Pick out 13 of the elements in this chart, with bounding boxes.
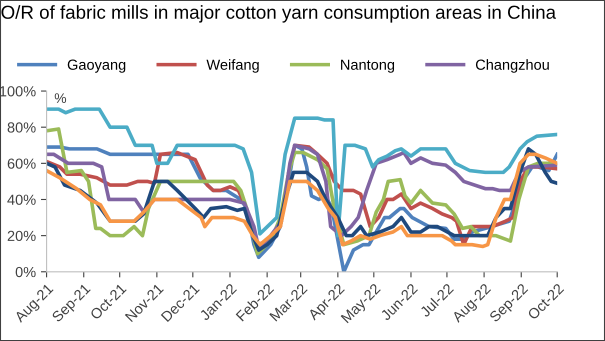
chart-title: O/R of fabric mills in major cotton yarn consumption areas in China [1, 5, 556, 23]
y-tick-label: 0% [16, 266, 36, 278]
y-tick-label: 60% [8, 158, 36, 169]
legend-label: Changzhou [476, 59, 549, 73]
y-tick-label: 100% [0, 86, 36, 96]
legend-label: Weifang [206, 59, 259, 73]
y-tick-label: 80% [8, 122, 36, 133]
y-axis-title: % [54, 93, 66, 103]
legend-label: Gaoyang [68, 60, 126, 73]
y-tick-label: 20% [8, 230, 36, 242]
legend-label: Nantong [341, 60, 394, 73]
line-series [46, 107, 558, 238]
y-tick-label: 40% [7, 194, 36, 205]
